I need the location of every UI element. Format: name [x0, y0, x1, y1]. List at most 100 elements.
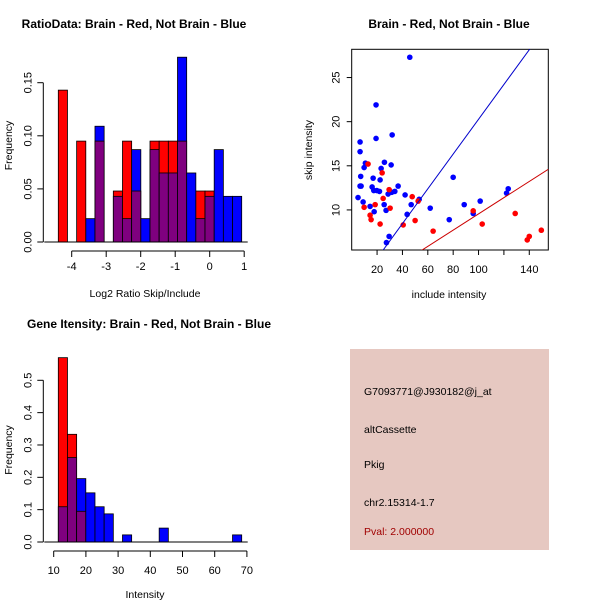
x-tick-label: 60 — [209, 565, 221, 577]
y-axis-label: Frequency — [3, 424, 15, 474]
pval: Pval: 2.000000 — [364, 526, 435, 538]
brain-point — [387, 205, 393, 211]
y-axis-label: skip intensity — [303, 119, 315, 180]
x-tick-label: 60 — [422, 264, 434, 276]
brain-point — [361, 204, 367, 211]
not-brain-bar — [85, 492, 96, 543]
not-brain-point — [505, 185, 512, 192]
not-brain-point — [406, 54, 413, 61]
not-brain-point — [367, 203, 373, 210]
x-tick-label: -4 — [67, 261, 77, 273]
not-brain-point — [392, 188, 398, 195]
x-tick-label: -1 — [170, 261, 180, 273]
y-tick-label: 0.4 — [22, 405, 34, 420]
location: chr2.15314-1.7 — [364, 497, 435, 509]
not-brain-point — [357, 148, 363, 155]
brain-point — [538, 227, 545, 234]
brain-point — [380, 195, 386, 202]
chart-title: RatioData: Brain - Red, Not Brain - Blue — [22, 17, 247, 31]
y-tick-label: 0.5 — [22, 373, 34, 388]
overlap-bar — [204, 195, 215, 243]
overlap-bar — [76, 510, 87, 543]
brain-bar — [57, 89, 68, 243]
chart-title: Gene Itensity: Brain - Red, Not Brain - … — [27, 317, 271, 331]
not-brain-point — [358, 183, 364, 189]
overlap-bar — [158, 172, 169, 243]
not-brain-point — [361, 164, 367, 171]
not-brain-point — [373, 102, 379, 108]
x-tick-label: 80 — [447, 264, 459, 276]
not-brain-bar — [222, 195, 233, 243]
info-panel: G7093771@J930182@j_at altCassette Pkig c… — [350, 349, 549, 550]
x-tick-label: 10 — [48, 565, 60, 577]
not-brain-bar — [140, 218, 151, 243]
y-tick-label: 20 — [331, 116, 343, 128]
not-brain-point — [386, 233, 392, 240]
brain-point — [400, 222, 406, 228]
not-brain-point — [446, 216, 453, 223]
not-brain-point — [373, 135, 379, 142]
overlap-bar — [195, 218, 206, 243]
not-brain-point — [381, 159, 388, 166]
x-axis-label: Intensity — [125, 589, 165, 600]
x-tick-label: -3 — [101, 261, 111, 273]
not-brain-point — [389, 132, 395, 138]
not-brain-point — [402, 192, 408, 198]
x-tick-label: 20 — [371, 264, 383, 276]
y-tick-label: 0.00 — [22, 231, 34, 252]
x-tick-label: 50 — [176, 565, 188, 577]
x-tick-label: 40 — [144, 565, 156, 577]
y-tick-label: 0.1 — [22, 502, 34, 517]
y-tick-label: 0.2 — [22, 470, 34, 485]
not-brain-point — [408, 201, 414, 208]
not-brain-bar — [85, 218, 96, 243]
overlap-bar — [131, 190, 142, 243]
not-brain-point — [376, 188, 383, 195]
brain-point — [365, 161, 371, 167]
brain-point — [377, 221, 383, 227]
brain-point — [379, 170, 385, 176]
not-brain-point — [360, 199, 366, 205]
x-tick-label: 20 — [80, 565, 92, 577]
not-brain-bar — [213, 149, 224, 243]
fit-line — [421, 168, 549, 250]
y-tick-label: 0.15 — [22, 72, 34, 93]
not-brain-point — [370, 175, 376, 181]
brain-point — [368, 216, 374, 223]
chart-title: Brain - Red, Not Brain - Blue — [368, 17, 530, 31]
brain-point — [386, 186, 392, 193]
not-brain-bar — [186, 172, 197, 243]
not-brain-point — [378, 165, 384, 172]
x-axis-label: Log2 Ratio Skip/Include — [90, 288, 201, 300]
y-tick-label: 0.0 — [22, 534, 34, 549]
y-tick-label: 0.3 — [22, 437, 34, 452]
x-axis-label: include intensity — [412, 289, 487, 301]
brain-point — [367, 212, 373, 219]
not-brain-point — [371, 208, 377, 215]
brain-point — [512, 210, 518, 217]
not-brain-point — [357, 173, 364, 180]
not-brain-point — [381, 201, 387, 208]
brain-bar — [76, 140, 87, 243]
x-tick-label: 70 — [241, 565, 253, 577]
not-brain-point — [377, 177, 383, 183]
x-tick-label: 140 — [520, 264, 538, 276]
x-tick-label: 1 — [241, 261, 247, 273]
not-brain-bar — [94, 506, 105, 543]
overlap-bar — [177, 140, 188, 243]
x-tick-label: -2 — [136, 261, 146, 273]
y-axis-label: Frequency — [3, 120, 15, 170]
overlap-bar — [167, 172, 178, 243]
not-brain-bar — [103, 513, 114, 543]
not-brain-point — [450, 174, 456, 181]
not-brain-bar — [232, 195, 243, 243]
y-tick-label: 10 — [331, 204, 343, 216]
not-brain-point — [355, 194, 361, 201]
plot-box — [351, 48, 549, 251]
y-tick-label: 0.05 — [22, 178, 34, 199]
overlap-bar — [94, 140, 105, 243]
overlap-bar — [112, 195, 123, 243]
fit-line — [382, 49, 531, 250]
y-tick-label: 15 — [331, 160, 343, 172]
